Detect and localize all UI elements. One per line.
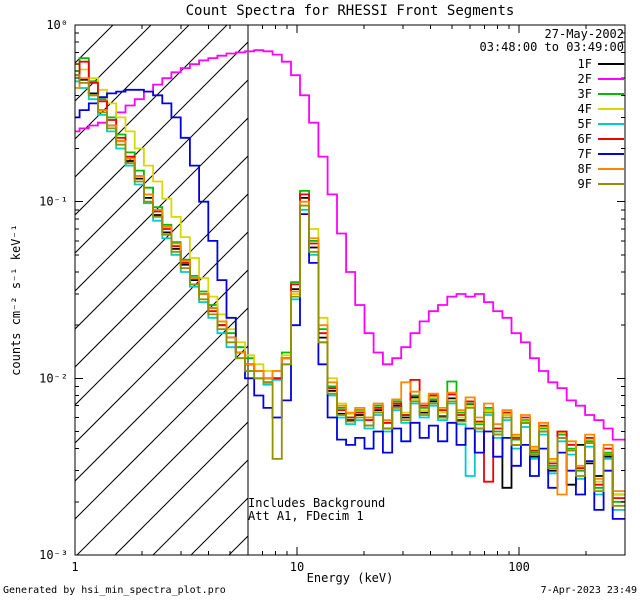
svg-text:100: 100 — [508, 560, 530, 574]
footer-generator: Generated by hsi_min_spectra_plot.pro — [3, 585, 226, 596]
observation-date: 27-May-2002 — [544, 27, 624, 41]
svg-text:10⁻¹: 10⁻¹ — [39, 195, 68, 209]
axis-ticks — [74, 24, 626, 556]
legend-color-line — [598, 137, 624, 140]
legend-item-7F: 7F — [578, 146, 624, 161]
svg-text:10⁻²: 10⁻² — [39, 371, 68, 385]
legend-item-8F: 8F — [578, 161, 624, 176]
footer-timestamp: 7-Apr-2023 23:49 — [540, 585, 637, 596]
legend-label: 3F — [577, 86, 592, 101]
legend-item-4F: 4F — [578, 101, 624, 116]
legend-color-line — [598, 152, 624, 155]
svg-text:10⁻³: 10⁻³ — [39, 548, 68, 562]
legend-label: 5F — [577, 116, 592, 131]
observation-time-range: 03:48:00 to 03:49:00 — [479, 40, 625, 54]
legend-label: 2F — [577, 71, 592, 86]
y-axis-label: counts cm⁻² s⁻¹ keV⁻¹ — [9, 224, 23, 376]
annotation-attenuator-state: Att A1, FDecim 1 — [248, 509, 364, 523]
tick-labels: 1 10 100 10⁰ 10⁻¹ 10⁻² 10⁻³ — [39, 18, 530, 574]
legend-color-line — [598, 92, 624, 95]
legend-color-line — [598, 77, 624, 80]
legend: 1F 2F 3F 4F 5F 6F 7F 8F 9F — [578, 56, 624, 191]
series-2F — [75, 49, 625, 441]
legend-label: 1F — [577, 56, 592, 71]
legend-item-6F: 6F — [578, 131, 624, 146]
legend-item-2F: 2F — [578, 71, 624, 86]
series-7F — [75, 88, 625, 520]
legend-label: 4F — [577, 101, 592, 116]
page-title: Count Spectra for RHESSI Front Segments — [185, 3, 515, 19]
legend-color-line — [598, 122, 624, 125]
plot-frame — [74, 24, 626, 556]
series-9F — [75, 74, 625, 507]
hatched-region — [75, 25, 248, 555]
legend-label: 8F — [577, 161, 592, 176]
legend-item-3F: 3F — [578, 86, 624, 101]
legend-label: 7F — [577, 146, 592, 161]
legend-color-line — [598, 182, 624, 185]
series-6F — [75, 60, 625, 499]
legend-item-1F: 1F — [578, 56, 624, 71]
legend-color-line — [598, 62, 624, 65]
legend-item-5F: 5F — [578, 116, 624, 131]
annotation-includes-background: Includes Background — [248, 496, 386, 510]
svg-text:10⁰: 10⁰ — [46, 18, 68, 32]
spectra-series — [75, 49, 625, 520]
legend-item-9F: 9F — [578, 176, 624, 191]
svg-text:10: 10 — [290, 560, 304, 574]
legend-color-line — [598, 107, 624, 110]
series-4F — [75, 63, 625, 496]
legend-color-line — [598, 167, 624, 170]
svg-text:1: 1 — [71, 560, 78, 574]
legend-label: 6F — [577, 131, 592, 146]
x-axis-label: Energy (keV) — [306, 571, 394, 585]
legend-label: 9F — [577, 176, 592, 191]
